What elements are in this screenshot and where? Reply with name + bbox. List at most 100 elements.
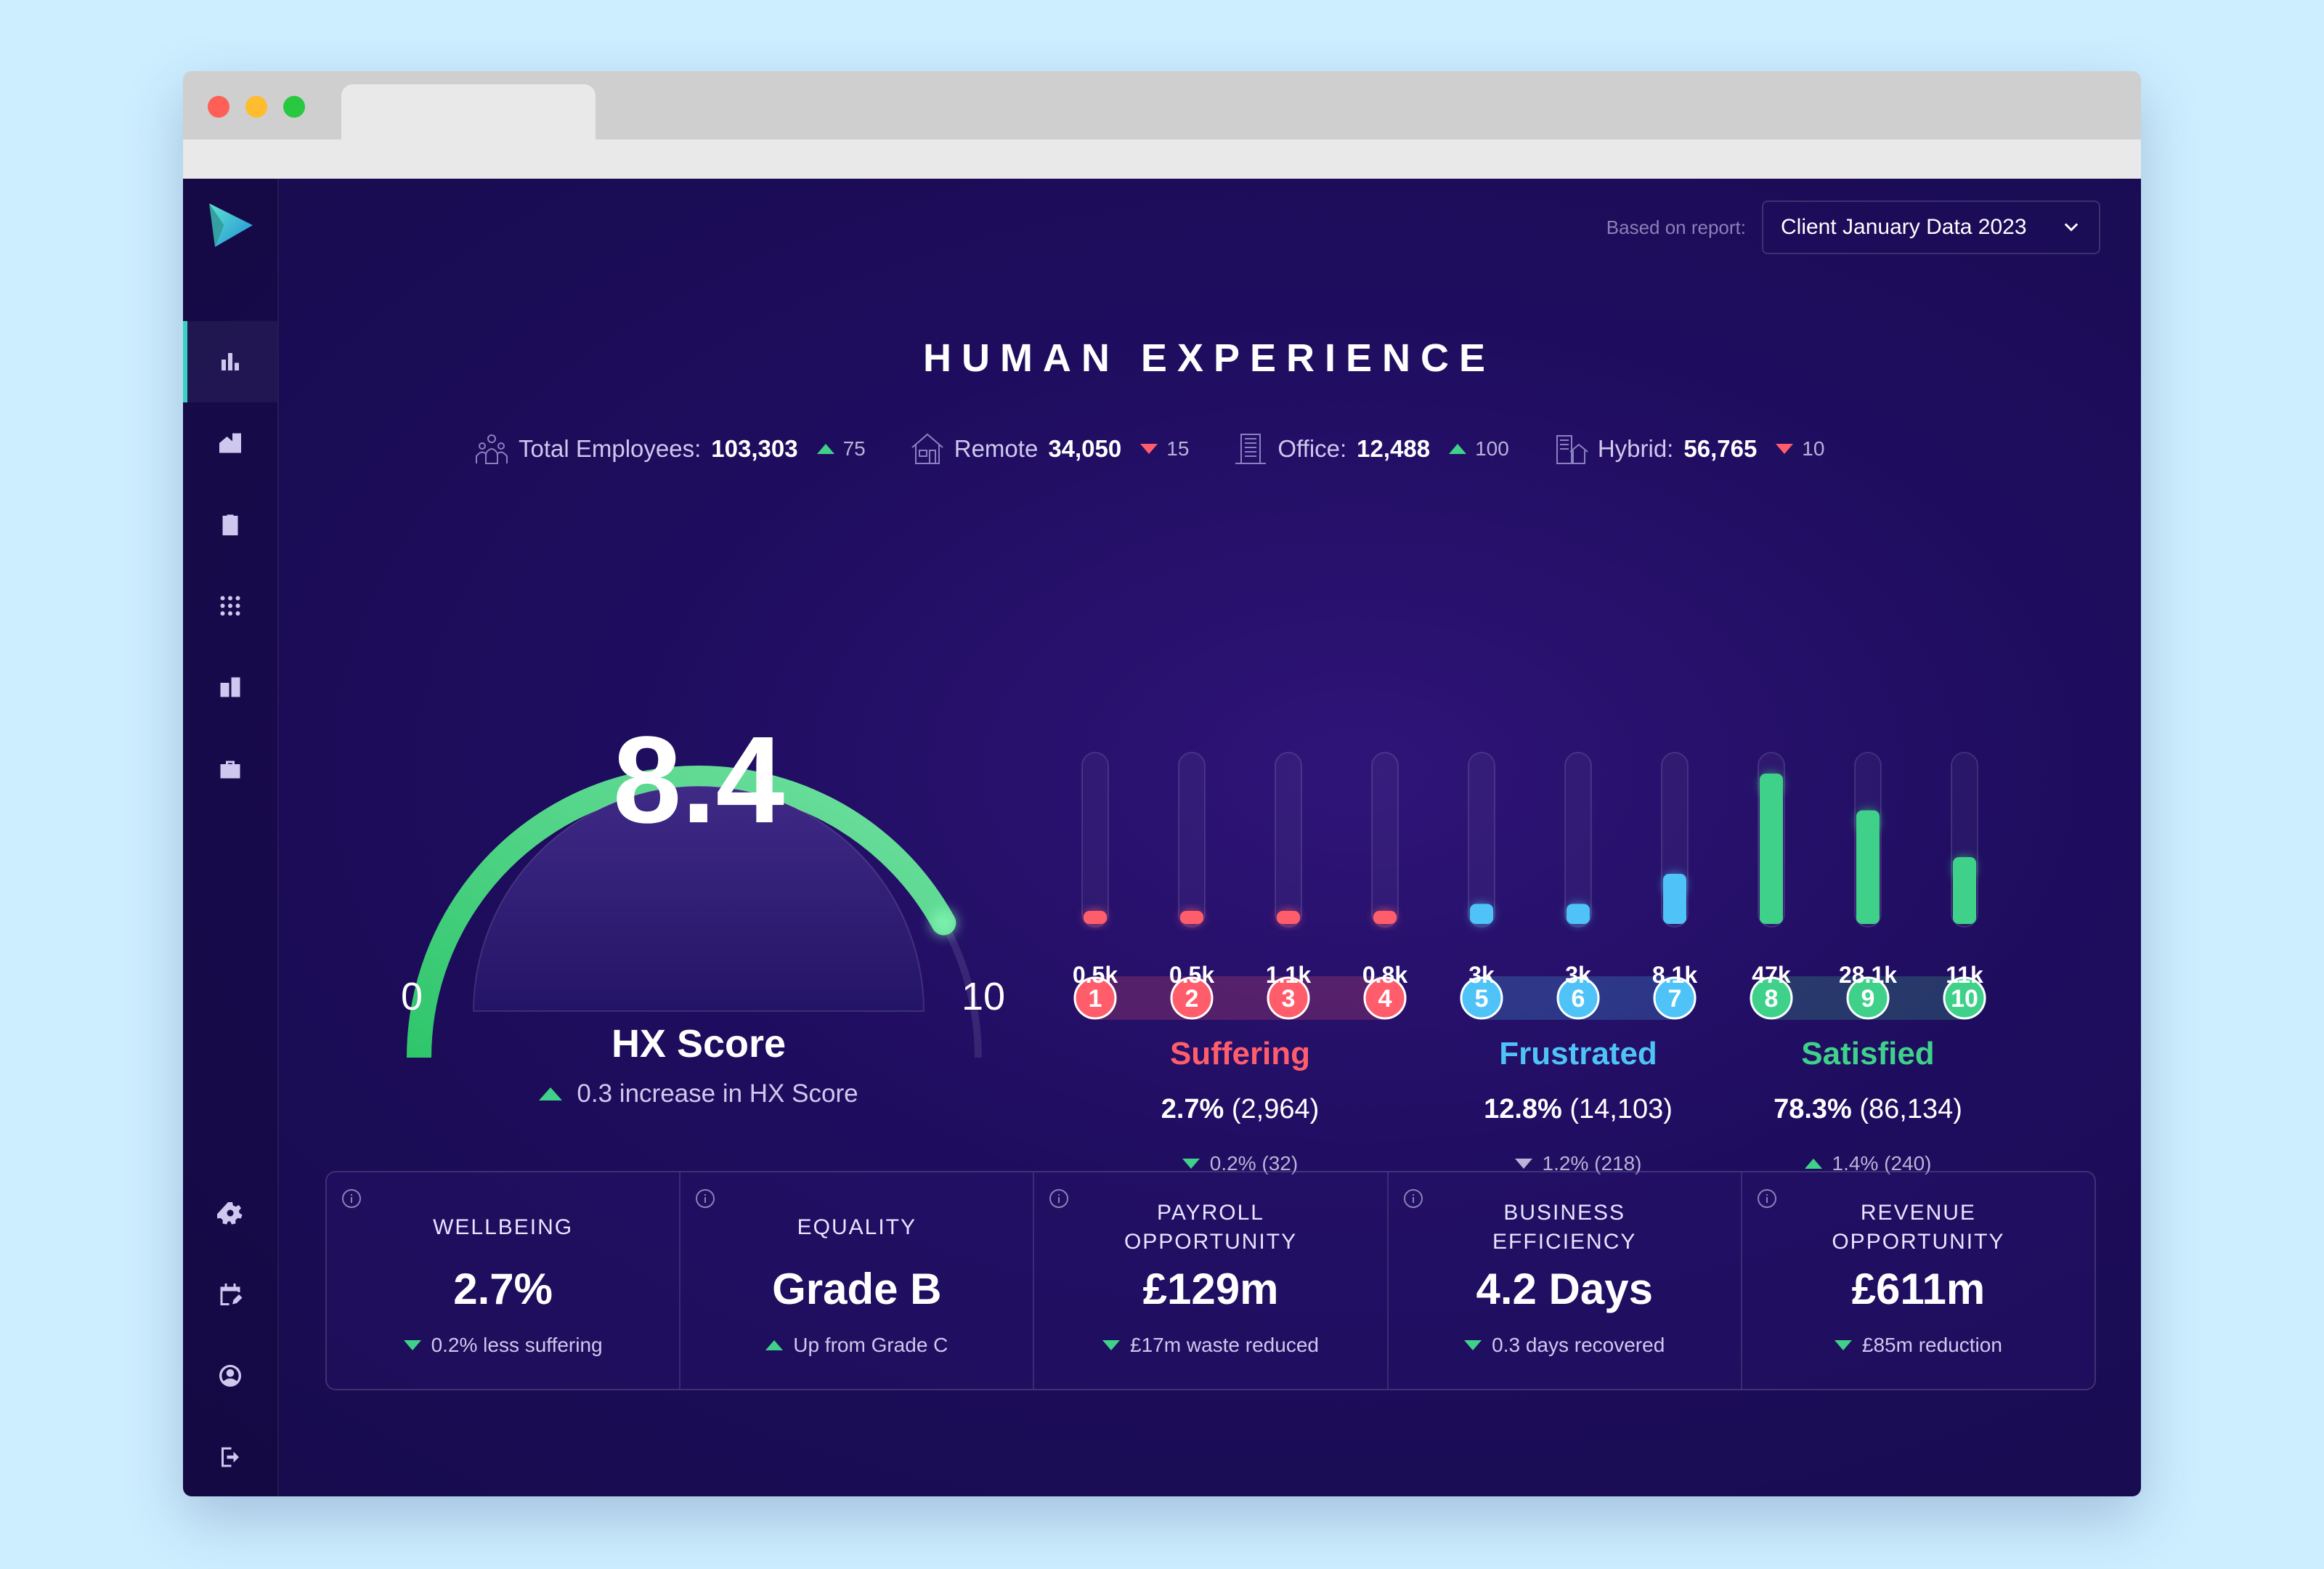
distribution-bars: 1 2 3 4 5 6 7 8 9 10 0.5k 0.5k 1.1k 0.8k 3k 3k 8.1k 47k 2… <box>1055 571 2141 1175</box>
minimize-window-button[interactable] <box>245 96 267 118</box>
hx-score-title: HX Score <box>611 1022 787 1066</box>
bar-fill-6 <box>1567 904 1590 924</box>
bar-number: 1 <box>1089 985 1102 1013</box>
card-title: BUSINESS EFFICIENCY <box>1492 1201 1637 1254</box>
bar-track <box>1371 752 1399 928</box>
report-label: Based on report: <box>1606 216 1746 238</box>
close-window-button[interactable] <box>208 96 229 118</box>
briefcase-icon <box>220 761 240 779</box>
employee-stats: Total Employees: 103,303 75 Remote 34,05… <box>474 431 1868 466</box>
bar-label: 0.5k <box>1169 962 1215 988</box>
bar-number-badge[interactable] <box>1267 976 1310 1020</box>
nav-calendar[interactable] <box>183 1254 277 1335</box>
card-delta: 0.2% less suffering <box>327 1334 679 1357</box>
browser-tab[interactable] <box>341 84 596 141</box>
metric-card[interactable]: EQUALITY Grade B Up from Grade C <box>680 1172 1035 1389</box>
info-icon[interactable] <box>1049 1188 1069 1209</box>
card-value: £129m <box>1142 1265 1279 1313</box>
bar-label: 47k <box>1752 962 1791 988</box>
people-group-icon <box>476 434 508 464</box>
bar-fill-10 <box>1953 857 1976 924</box>
nav-profile[interactable] <box>183 1335 277 1416</box>
metric-card[interactable]: PAYROLL OPPORTUNITY £129m £17m waste reduce… <box>1034 1172 1389 1389</box>
group-delta-frustrated: 1.2% (218) <box>1426 1152 1731 1175</box>
report-selected-value: Client January Data 2023 <box>1781 215 2027 239</box>
bar-number: 2 <box>1185 985 1199 1013</box>
bar-track <box>1564 752 1592 928</box>
bar-number-badge[interactable] <box>1363 976 1407 1020</box>
metric-card[interactable]: REVENUE OPPORTUNITY £611m £85m reduction <box>1742 1172 2095 1389</box>
info-icon[interactable] <box>341 1188 362 1209</box>
bar-track <box>1468 752 1495 928</box>
bar-number: 5 <box>1475 985 1489 1013</box>
card-delta: Up from Grade C <box>680 1334 1033 1357</box>
bar-label: 8.1k <box>1651 962 1698 988</box>
app-logo[interactable] <box>205 200 256 251</box>
info-icon[interactable] <box>1403 1188 1423 1209</box>
card-value: Grade B <box>772 1265 942 1313</box>
bar-label: 11k <box>1946 962 1983 988</box>
gear-icon <box>217 1202 243 1225</box>
card-title: WELLBEING <box>433 1215 574 1239</box>
browser-chrome <box>183 71 2141 179</box>
nav-properties[interactable] <box>183 402 277 484</box>
user-circle-icon <box>219 1365 242 1387</box>
gauge-dome <box>472 785 925 1012</box>
info-icon[interactable] <box>695 1188 715 1209</box>
sidebar <box>183 179 279 1496</box>
dashboard: Based on report: Client January Data 202… <box>183 179 2141 1496</box>
office-tower-icon <box>1235 434 1267 464</box>
metric-card[interactable]: WELLBEING 2.7% 0.2% less suffering <box>327 1172 681 1389</box>
bar-number-badge[interactable] <box>1653 976 1697 1020</box>
nav-settings[interactable] <box>183 1172 277 1254</box>
card-value: 2.7% <box>453 1265 553 1313</box>
hx-score-delta: 0.3 increase in HX Score <box>386 1079 1011 1108</box>
bar-number-badge[interactable] <box>1556 976 1600 1020</box>
hx-score-gauge <box>407 766 982 1058</box>
bar-label: 3k <box>1565 962 1591 988</box>
nav-apps[interactable] <box>183 565 277 646</box>
card-delta: £85m reduction <box>1742 1334 2095 1357</box>
page-title: HUMAN EXPERIENCE <box>922 336 1496 380</box>
card-title: EQUALITY <box>797 1215 917 1239</box>
group-title-satisfied: Satisfied <box>1801 1036 1935 1071</box>
logout-icon <box>222 1447 239 1467</box>
nav-logout[interactable] <box>183 1416 277 1496</box>
card-title: PAYROLL OPPORTUNITY <box>1124 1201 1298 1254</box>
browser-window: Based on report: Client January Data 202… <box>183 71 2141 1496</box>
bar-number-badge[interactable] <box>1943 976 1986 1020</box>
report-dropdown[interactable]: Client January Data 2023 <box>1762 200 2100 254</box>
nav-dashboard[interactable] <box>183 321 277 402</box>
bar-fill-2 <box>1180 911 1203 924</box>
bar-track <box>1081 752 1109 928</box>
stat-total-employees: Total Employees: 103,303 75 <box>474 431 866 466</box>
info-icon[interactable] <box>1757 1188 1777 1209</box>
group-percentage-suffering: 2.7% (2,964) <box>1161 1094 1320 1124</box>
nav-employees[interactable] <box>183 728 277 809</box>
maximize-window-button[interactable] <box>283 96 305 118</box>
bar-number: 9 <box>1861 985 1875 1013</box>
bar-number-badge[interactable] <box>1170 976 1214 1020</box>
bar-number-badge[interactable] <box>1073 976 1117 1020</box>
bar-fill-5 <box>1470 904 1493 924</box>
bar-chart-icon <box>222 353 239 370</box>
bar-number: 7 <box>1668 985 1682 1013</box>
stat-hybrid: Hybrid: 56,765 10 <box>1553 431 1824 466</box>
stat-remote: Remote 34,050 15 <box>909 431 1189 466</box>
bar-number-badge[interactable] <box>1460 976 1503 1020</box>
card-delta: 0.3 days recovered <box>1389 1334 1741 1357</box>
bar-label: 28.1k <box>1838 962 1898 988</box>
nav-reports[interactable] <box>183 484 277 565</box>
bar-label: 0.5k <box>1072 962 1118 988</box>
bars-chart: 1 2 3 4 5 6 7 8 9 10 <box>1073 752 1986 1020</box>
bar-fill-3 <box>1277 911 1300 924</box>
card-value: 4.2 Days <box>1476 1265 1653 1313</box>
hx-score-value: 8.4 <box>612 711 785 849</box>
card-value: £611m <box>1851 1265 1986 1313</box>
metric-card[interactable]: BUSINESS EFFICIENCY 4.2 Days 0.3 days recov… <box>1389 1172 1742 1389</box>
bar-number-badge[interactable] <box>1750 976 1793 1020</box>
bar-number-badge[interactable] <box>1846 976 1890 1020</box>
card-delta: £17m waste reduced <box>1034 1334 1386 1357</box>
bar-fill-9 <box>1856 810 1880 924</box>
nav-offices[interactable] <box>183 646 277 728</box>
